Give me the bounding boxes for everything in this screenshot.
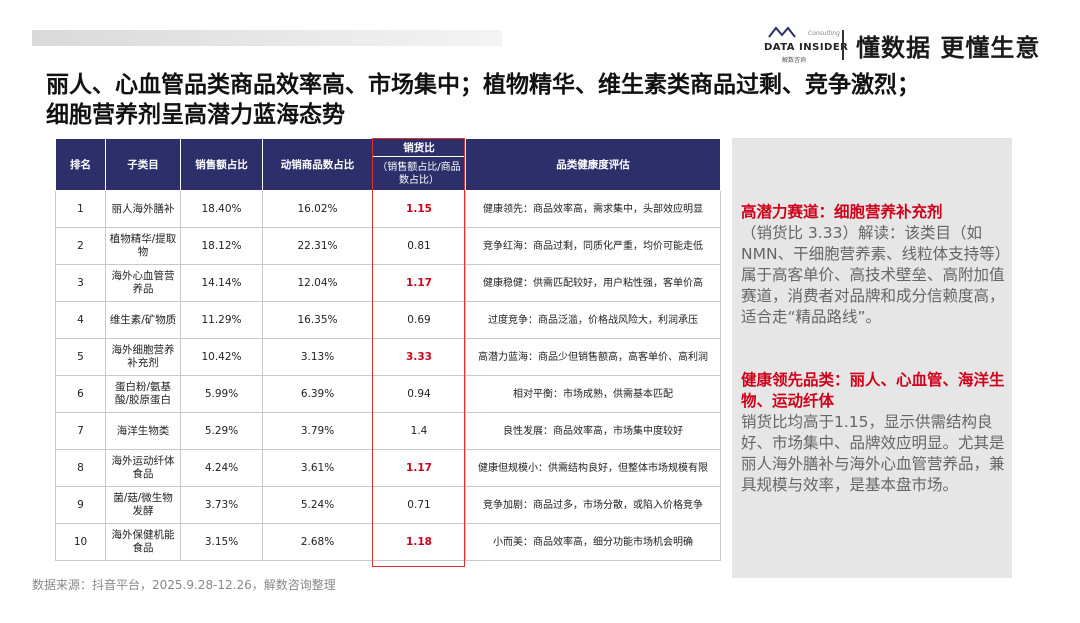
table-cell: 3.61% — [262, 449, 373, 487]
table-row: 4 维生素/矿物质 11.29% 16.35% 0.69 过度竞争：商品泛滥，价格战风险大… — [55, 301, 721, 339]
logo-mark — [768, 26, 796, 38]
title: 丽人、心血管品类商品效率高、市场集中；植物精华、维生素类商品过剩、竞争激烈； 细… — [46, 70, 1056, 130]
table-cell: 10.42% — [180, 338, 263, 376]
table-cell: 海外细胞营养补充剂 — [105, 338, 181, 376]
table-cell: 海洋生物类 — [105, 412, 181, 450]
table-cell: 健康领先：商品效率高，需求集中，头部效应明显 — [465, 190, 721, 228]
table-cell: 3.73% — [180, 486, 263, 524]
table-cell: 相对平衡：市场成熟，供需基本匹配 — [465, 375, 721, 413]
panel-section: 健康领先品类：丽人、心血管、海洋生物、运动纤体 销货比均高于1.15，显示供需结… — [741, 370, 1007, 496]
table-cell: 5 — [55, 338, 106, 376]
table-cell: 14.14% — [180, 264, 263, 302]
panel-body: 销货比均高于1.15，显示供需结构良好、市场集中、品牌效应明显。尤其是丽人海外膳… — [741, 413, 1005, 494]
table-cell: 健康稳健：供需匹配较好，用户粘性强，客单价高 — [465, 264, 721, 302]
table-cell: 海外保健机能食品 — [105, 523, 181, 561]
table-cell: 6.39% — [262, 375, 373, 413]
table-cell: 海外心血管营养品 — [105, 264, 181, 302]
table-cell: 竞争加剧：商品过多，市场分散，或陷入价格竞争 — [465, 486, 721, 524]
table-row: 8 海外运动纤体食品 4.24% 3.61% 1.17 健康但规模小：供需结构良好，但整体… — [55, 449, 721, 487]
table-cell: 4.24% — [180, 449, 263, 487]
logo-cn: 解数咨询 — [782, 57, 807, 64]
column-header: 品类健康度评估 — [465, 138, 721, 191]
table-cell: 0.69 — [372, 301, 466, 339]
table-cell: 22.31% — [262, 227, 373, 265]
table-cell: 6 — [55, 375, 106, 413]
table-cell: 9 — [55, 486, 106, 524]
column-header: 排名 — [55, 138, 106, 191]
table-cell: 健康但规模小：供需结构良好，但整体市场规模有限 — [465, 449, 721, 487]
table-cell: 高潜力蓝海：商品少但销售额高，高客单价、高利润 — [465, 338, 721, 376]
table-cell: 1 — [55, 190, 106, 228]
table-cell: 12.04% — [262, 264, 373, 302]
table-cell: 1.17 — [372, 449, 466, 487]
table-cell: 5.29% — [180, 412, 263, 450]
table-cell: 10 — [55, 523, 106, 561]
panel-section: 高潜力赛道：细胞营养补充剂 （销货比 3.33）解读：该类目（如NMN、干细胞营… — [741, 202, 1007, 328]
column-header: 子类目 — [105, 138, 181, 191]
table-cell: 5.24% — [262, 486, 373, 524]
table-cell: 4 — [55, 301, 106, 339]
table-cell: 16.02% — [262, 190, 373, 228]
table-cell: 3 — [55, 264, 106, 302]
column-note: （销售额占比/商品数占比） — [372, 156, 466, 191]
highlight-box — [372, 138, 465, 567]
column-header: 动销商品数占比 — [262, 138, 373, 191]
table-cell: 0.71 — [372, 486, 466, 524]
table-cell: 0.94 — [372, 375, 466, 413]
title-line: 丽人、心血管品类商品效率高、市场集中；植物精华、维生素类商品过剩、竞争激烈； — [46, 72, 920, 98]
table-cell: 3.15% — [180, 523, 263, 561]
panel-heading: 健康领先品类：丽人、心血管、海洋生物、运动纤体 — [741, 371, 1005, 410]
panel-heading: 高潜力赛道：细胞营养补充剂 — [741, 203, 943, 221]
source-note: 数据来源：抖音平台，2025.9.28-12.26，解数咨询整理 — [32, 578, 336, 592]
slogan: 懂数据 更懂生意 — [856, 34, 1041, 62]
table-cell: 16.35% — [262, 301, 373, 339]
header-bar — [32, 30, 502, 46]
side-panel — [732, 138, 1012, 578]
title-line: 细胞营养剂呈高潜力蓝海态势 — [46, 102, 345, 128]
table-cell: 2.68% — [262, 523, 373, 561]
table-body: 1 丽人海外膳补 18.40% 16.02% 1.15 健康领先：商品效率高，需求集中，头… — [55, 190, 721, 561]
table-row: 6 蛋白粉/氨基酸/胶原蛋白 5.99% 6.39% 0.94 相对平衡：市场成熟，供需基… — [55, 375, 721, 413]
table-cell: 良性发展：商品效率高，市场集中度较好 — [465, 412, 721, 450]
table-row: 5 海外细胞营养补充剂 10.42% 3.13% 3.33 高潜力蓝海：商品少但销售额高，… — [55, 338, 721, 376]
table-cell: 海外运动纤体食品 — [105, 449, 181, 487]
column-header: 销售额占比 — [180, 138, 263, 191]
table-cell: 3.13% — [262, 338, 373, 376]
table: 排名 子类目 销售额占比 动销商品数占比 销货比 品类健康度评估 （销售额占比/… — [55, 138, 721, 561]
table-cell: 5.99% — [180, 375, 263, 413]
table-row: 3 海外心血管营养品 14.14% 12.04% 1.17 健康稳健：供需匹配较好，用户粘… — [55, 264, 721, 302]
table-cell: 1.4 — [372, 412, 466, 450]
table-cell: 3.79% — [262, 412, 373, 450]
table-row: 10 海外保健机能食品 3.15% 2.68% 1.18 小而美：商品效率高，细分功能市场… — [55, 523, 721, 561]
table-cell: 7 — [55, 412, 106, 450]
table-cell: 过度竞争：商品泛滥，价格战风险大，利润承压 — [465, 301, 721, 339]
table-cell: 菌/菇/微生物发酵 — [105, 486, 181, 524]
logo-text: DATA INSIDER — [764, 42, 849, 53]
panel-body: （销货比 3.33）解读：该类目（如NMN、干细胞营养素、线粒体支持等）属于高客… — [741, 224, 1005, 326]
table-cell: 18.12% — [180, 227, 263, 265]
table-cell: 小而美：商品效率高，细分功能市场机会明确 — [465, 523, 721, 561]
table-cell: 8 — [55, 449, 106, 487]
table-cell: 11.29% — [180, 301, 263, 339]
table-cell: 蛋白粉/氨基酸/胶原蛋白 — [105, 375, 181, 413]
table-cell: 2 — [55, 227, 106, 265]
table-cell: 维生素/矿物质 — [105, 301, 181, 339]
table-cell: 0.81 — [372, 227, 466, 265]
table-cell: 18.40% — [180, 190, 263, 228]
table-row: 9 菌/菇/微生物发酵 3.73% 5.24% 0.71 竞争加剧：商品过多，市场分散，或… — [55, 486, 721, 524]
table-cell: 植物精华/提取物 — [105, 227, 181, 265]
table-cell: 1.18 — [372, 523, 466, 561]
column-header: 销货比 — [372, 138, 466, 157]
table-row: 7 海洋生物类 5.29% 3.79% 1.4 良性发展：商品效率高，市场集中度较好 — [55, 412, 721, 450]
divider — [842, 30, 844, 60]
table-cell: 竞争红海：商品过剩，同质化严重，均价可能走低 — [465, 227, 721, 265]
table-cell: 丽人海外膳补 — [105, 190, 181, 228]
logo-subtext: Consulting — [808, 30, 840, 37]
